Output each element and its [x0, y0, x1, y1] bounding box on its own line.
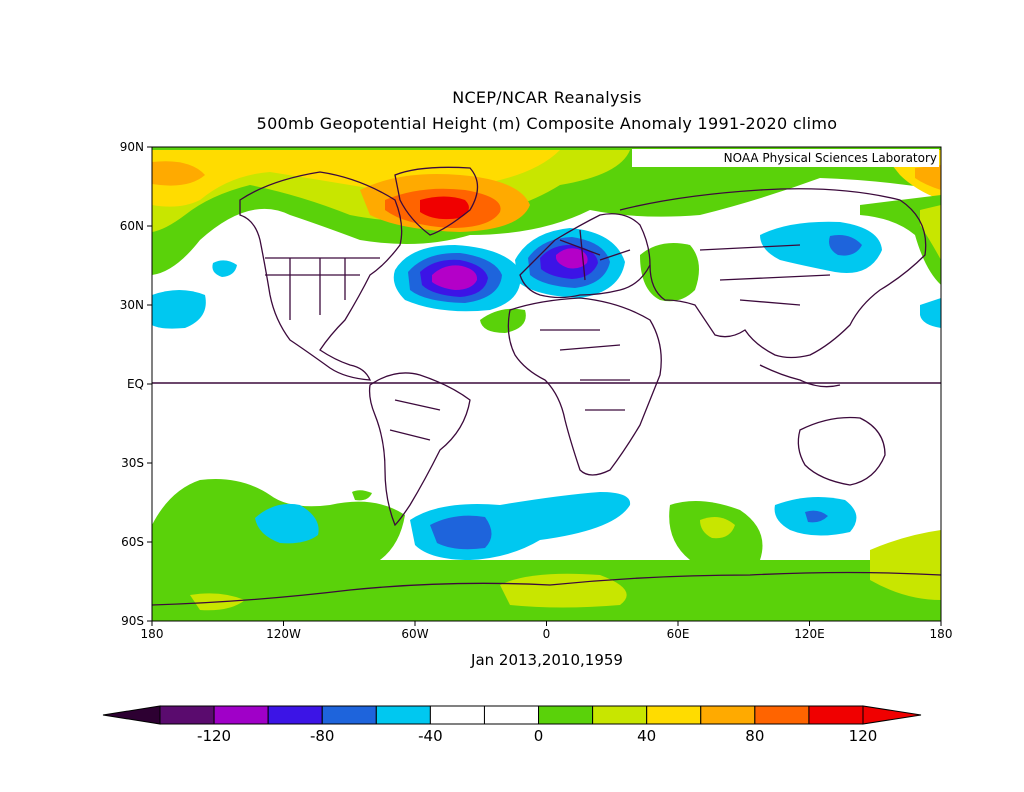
- colorbar-swatch: [646, 705, 702, 725]
- colorbar-swatch: [700, 705, 756, 725]
- colorbar-tick: -80: [310, 727, 335, 745]
- colorbar-tick: 120: [849, 727, 878, 745]
- lat-label: 30N: [120, 298, 144, 312]
- colorbar-swatch: [375, 705, 431, 725]
- anomaly-field: [152, 147, 941, 621]
- map-title: NCEP/NCAR Reanalysis: [452, 88, 642, 107]
- latitude-axis: 90N 60N 30N EQ 30S 60S 90S: [120, 140, 152, 628]
- colorbar-swatch: [213, 705, 269, 725]
- lon-label: 120E: [794, 627, 825, 641]
- date-label: Jan 2013,2010,1959: [471, 651, 623, 669]
- lon-label: 180: [930, 627, 953, 641]
- colorbar-under-arrow: [102, 705, 161, 725]
- colorbar-tick: 80: [745, 727, 764, 745]
- map-subtitle: 500mb Geopotential Height (m) Composite …: [256, 114, 838, 133]
- colorbar-swatch: [429, 705, 485, 725]
- colorbar: -120 -80 -40 0 40 80 120: [102, 705, 922, 745]
- coastlines: [152, 166, 941, 606]
- colorbar-tick: -120: [197, 727, 231, 745]
- longitude-axis: 180 120W 60W 0 60E 120E 180: [141, 621, 953, 641]
- colorbar-tick: 0: [534, 727, 544, 745]
- lat-label: 90S: [121, 614, 144, 628]
- credit-label: NOAA Physical Sciences Laboratory: [724, 151, 937, 165]
- colorbar-swatch: [321, 705, 377, 725]
- lon-label: 60E: [667, 627, 690, 641]
- lat-label: 30S: [121, 456, 144, 470]
- colorbar-tick: 40: [637, 727, 656, 745]
- colorbar-over-arrow: [862, 705, 922, 725]
- colorbar-swatch: [538, 705, 594, 725]
- colorbar-swatch: [483, 705, 540, 725]
- lon-label: 120W: [266, 627, 301, 641]
- lat-label: 60N: [120, 219, 144, 233]
- colorbar-swatch: [267, 705, 323, 725]
- lat-label: 60S: [121, 535, 144, 549]
- lat-label: 90N: [120, 140, 144, 154]
- lon-label: 180: [141, 627, 164, 641]
- lat-label: EQ: [127, 377, 144, 391]
- colorbar-swatch: [159, 705, 215, 725]
- colorbar-tick: -40: [418, 727, 443, 745]
- colorbar-swatch: [808, 705, 864, 725]
- lon-label: 0: [543, 627, 551, 641]
- colorbar-swatch: [754, 705, 810, 725]
- lon-label: 60W: [401, 627, 428, 641]
- colorbar-swatch: [592, 705, 648, 725]
